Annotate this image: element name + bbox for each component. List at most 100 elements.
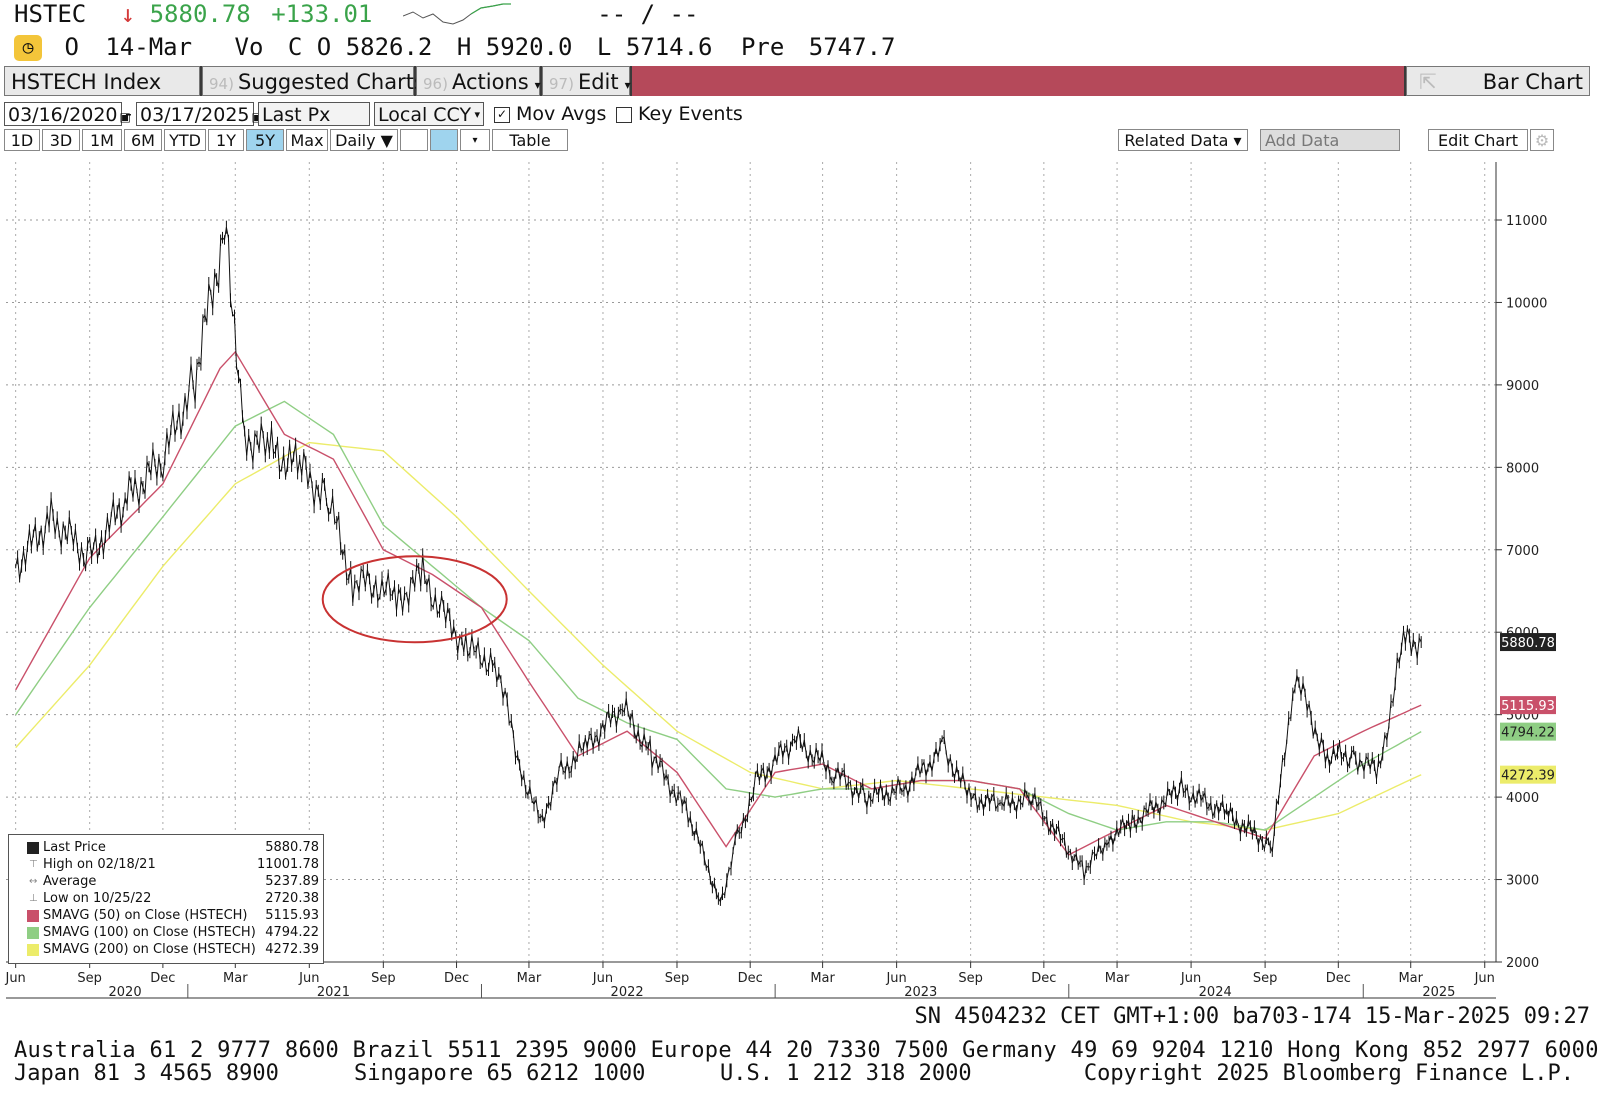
x-tick-label: Mar bbox=[517, 971, 542, 986]
quote-header: HSTEC ↓ 5880.78 +133.01 -- / -- bbox=[14, 0, 698, 32]
add-data-input[interactable]: Add Data bbox=[1260, 129, 1400, 151]
series-sma100 bbox=[15, 400, 1422, 831]
start-date-field[interactable]: 03/16/2020 ▣ bbox=[4, 102, 131, 126]
x-tick-label: Dec bbox=[738, 971, 763, 986]
legend-value: 5115.93 bbox=[265, 908, 319, 923]
x-tick-label: Jun bbox=[1474, 971, 1495, 986]
legend-value: 5880.78 bbox=[265, 840, 319, 855]
legend-row: ⊤ High on 02/18/21 11001.78 bbox=[13, 857, 319, 874]
frequency-select[interactable]: Daily ▼ bbox=[330, 129, 398, 151]
period-max[interactable]: Max bbox=[286, 129, 328, 151]
legend-label: SMAVG (50) on Close (HSTECH) bbox=[43, 908, 248, 923]
year-label: 2022 bbox=[611, 985, 644, 1000]
table-button[interactable]: Table bbox=[492, 129, 568, 151]
chart-type-button[interactable] bbox=[430, 129, 458, 151]
edit-chart-button[interactable]: Edit Chart bbox=[1428, 129, 1528, 151]
period-6m[interactable]: 6M bbox=[124, 129, 162, 151]
period-1d[interactable]: 1D bbox=[4, 129, 40, 151]
y-tick-label: 2000 bbox=[1506, 956, 1539, 971]
low-value: 5714.6 bbox=[625, 33, 713, 61]
chart-style-button[interactable] bbox=[400, 129, 428, 151]
checkbox-empty-icon bbox=[616, 106, 632, 123]
x-tick-label: Mar bbox=[1398, 971, 1423, 986]
y-tick-label: 8000 bbox=[1506, 461, 1539, 476]
legend-swatch: ⊥ bbox=[29, 893, 38, 904]
down-arrow-icon: ↓ bbox=[120, 0, 136, 28]
annotation-circle bbox=[321, 555, 508, 644]
high-label: H bbox=[456, 33, 472, 61]
x-tick-label: Jun bbox=[885, 971, 906, 986]
y-tick-label: 9000 bbox=[1506, 379, 1539, 394]
x-tick-label: Dec bbox=[150, 971, 175, 986]
year-label: 2023 bbox=[904, 985, 937, 1000]
gear-icon[interactable]: ⚙ bbox=[1530, 129, 1554, 151]
chart-controls: 03/16/2020▣ - 03/17/2025▣ Last Px Local … bbox=[4, 102, 1204, 126]
low-label: L bbox=[596, 33, 612, 61]
sma100-label: 4794.22 bbox=[1501, 726, 1555, 741]
session-info: SN 4504232 CET GMT+1:00 ba703-174 15-Mar… bbox=[914, 1004, 1590, 1029]
price-line bbox=[15, 227, 1422, 903]
x-tick-label: Dec bbox=[1031, 971, 1056, 986]
suggested-charts-menu[interactable]: 94)Suggested Charts▾ bbox=[202, 66, 437, 96]
x-tick-label: Mar bbox=[223, 971, 248, 986]
key-events-toggle[interactable]: Key Events bbox=[616, 102, 743, 126]
year-label: 2020 bbox=[109, 985, 142, 1000]
legend-row: ↔ Average 5237.89 bbox=[13, 874, 319, 891]
price-change: +133.01 bbox=[271, 0, 373, 28]
sma200-label: 4272.39 bbox=[1501, 769, 1555, 784]
sparkline bbox=[402, 3, 511, 25]
bar-chart-button[interactable]: ⇱ Bar Chart bbox=[1406, 66, 1590, 96]
sma50-label: 5115.93 bbox=[1501, 699, 1555, 714]
y-tick-label: 7000 bbox=[1506, 544, 1539, 559]
related-data-menu[interactable]: Related Data ▾ bbox=[1118, 129, 1248, 151]
mov-avgs-toggle[interactable]: ✓ Mov Avgs bbox=[494, 102, 606, 126]
legend-row: Last Price 5880.78 bbox=[13, 840, 319, 857]
contact-japan: Japan 81 3 4565 8900 bbox=[14, 1061, 279, 1086]
legend-row: SMAVG (100) on Close (HSTECH) 4794.22 bbox=[13, 925, 319, 942]
price-chart: 2000300040005000600070008000900010000110… bbox=[4, 162, 1556, 1000]
calendar-icon: ▣ bbox=[119, 110, 131, 124]
last-price-label: 5880.78 bbox=[1501, 636, 1555, 651]
legend-value: 2720.38 bbox=[265, 891, 319, 906]
legend-label: Low on 10/25/22 bbox=[43, 891, 152, 906]
gauge-icon[interactable]: ◷ bbox=[14, 35, 42, 61]
currency-select[interactable]: Local CCY ▾ bbox=[374, 102, 484, 126]
period-5y[interactable]: 5Y bbox=[246, 129, 284, 151]
close-flag: O bbox=[316, 33, 332, 61]
legend-swatch bbox=[27, 944, 39, 956]
y-tick-label: 4000 bbox=[1506, 791, 1539, 806]
period-ytd[interactable]: YTD bbox=[164, 129, 206, 151]
legend-row: SMAVG (50) on Close (HSTECH) 5115.93 bbox=[13, 908, 319, 925]
x-tick-label: Dec bbox=[1326, 971, 1351, 986]
x-tick-label: Dec bbox=[444, 971, 469, 986]
series-sma50 bbox=[15, 350, 1422, 856]
last-price: 5880.78 bbox=[149, 0, 251, 28]
high-value: 5920.0 bbox=[485, 33, 573, 61]
legend-swatch bbox=[27, 842, 39, 854]
legend-row: SMAVG (200) on Close (HSTECH) 4272.39 bbox=[13, 942, 319, 959]
ticker: HSTEC bbox=[14, 0, 87, 28]
period-bar: 1D 3D 1M 6M YTD 1Y 5Y Max Daily ▼ ▾ Tabl… bbox=[4, 129, 1564, 151]
last-price-label-bg bbox=[1500, 633, 1556, 652]
legend-label: Last Price bbox=[43, 840, 106, 855]
launch-icon: ⇱ bbox=[1419, 70, 1437, 94]
legend-swatch: ⊤ bbox=[29, 859, 38, 870]
field-select[interactable]: Last Px bbox=[258, 102, 370, 126]
sma50-label-bg bbox=[1500, 696, 1556, 715]
checkbox-checked-icon: ✓ bbox=[494, 106, 510, 123]
actions-menu[interactable]: 96) Actions ▾ bbox=[416, 66, 541, 96]
index-name-field[interactable]: HSTECH Index bbox=[4, 66, 200, 96]
toolbar: HSTECH Index 94)Suggested Charts▾ 96)Act… bbox=[4, 66, 1590, 96]
period-1m[interactable]: 1M bbox=[82, 129, 122, 151]
y-tick-label: 10000 bbox=[1506, 296, 1547, 311]
x-tick-label: Jun bbox=[298, 971, 319, 986]
period-1y[interactable]: 1Y bbox=[208, 129, 244, 151]
quote-details: ◷ O 14-Mar Vo C O 5826.2 H 5920.0 L 5714… bbox=[14, 33, 895, 65]
period-3d[interactable]: 3D bbox=[42, 129, 80, 151]
chart-type-dropdown[interactable]: ▾ bbox=[460, 129, 490, 151]
edit-menu[interactable]: 97) Edit ▾ bbox=[542, 66, 631, 96]
legend-swatch bbox=[27, 910, 39, 922]
legend-label: SMAVG (200) on Close (HSTECH) bbox=[43, 942, 256, 957]
year-label: 2024 bbox=[1199, 985, 1232, 1000]
end-date-field[interactable]: 03/17/2025▣ bbox=[136, 102, 263, 126]
